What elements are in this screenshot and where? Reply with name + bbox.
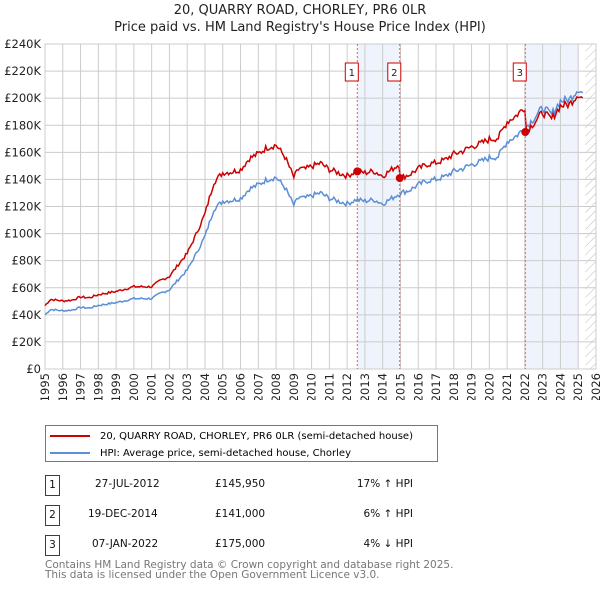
x-tick-label: 2019 — [465, 373, 479, 400]
sale-date: 07-JAN-2022 — [92, 538, 159, 550]
footer-line: Contains HM Land Registry data © Crown c… — [45, 559, 454, 571]
x-tick-label: 2013 — [358, 373, 372, 400]
sale-date: 27-JUL-2012 — [95, 478, 160, 490]
y-tick-label: £220K — [4, 64, 41, 78]
sale-number: 1 — [45, 475, 60, 496]
sale-price: £141,000 — [215, 508, 266, 520]
sale-label: 2 — [391, 68, 397, 79]
price-chart: £0 £20K £40K £60K £80K £100K £120K £140K £160K £1… — [4, 37, 600, 400]
sale-label-box — [512, 62, 527, 82]
y-tick-label: £240K — [4, 37, 41, 51]
x-tick-label: 1995 — [38, 373, 52, 400]
x-tick-label: 2016 — [411, 373, 425, 400]
y-tick-label: £180K — [4, 118, 41, 132]
legend-label: HPI: Average price, semi-detached house,… — [100, 447, 352, 459]
x-tick-label: 2005 — [216, 373, 230, 400]
y-tick-label: £140K — [4, 172, 41, 186]
x-tick-label: 2004 — [198, 373, 212, 400]
sale-number: 3 — [45, 535, 60, 556]
sale-label: 3 — [517, 68, 523, 79]
x-tick-label: 2000 — [127, 373, 141, 400]
x-tick-label: 2020 — [482, 373, 496, 400]
x-tick-label: 2006 — [234, 373, 248, 400]
y-tick-label: £40K — [12, 308, 42, 322]
x-tick-label: 2025 — [571, 373, 585, 400]
chart-title: 20, QUARRY ROAD, CHORLEY, PR6 0LR — [173, 3, 427, 18]
chart-subtitle: Price paid vs. HM Land Registry's House … — [114, 20, 486, 35]
hpi-line — [44, 90, 584, 316]
legend-item-hpi: HPI: Average price, semi-detached house,… — [46, 445, 351, 461]
x-tick-label: 2008 — [269, 373, 283, 400]
sale-number: 2 — [45, 505, 60, 526]
x-tick-label: 2024 — [553, 373, 567, 400]
sale-row: 2 19-DEC-2014 £141,000 6% ↑ HPI — [45, 505, 465, 526]
x-tick-label: 2003 — [180, 373, 194, 400]
sale-date: 19-DEC-2014 — [88, 508, 158, 520]
y-tick-label: £60K — [12, 281, 42, 295]
x-tick-label: 2023 — [536, 373, 550, 400]
x-tick-label: 2009 — [287, 373, 301, 400]
sale-row: 1 27-JUL-2012 £145,950 17% ↑ HPI — [45, 475, 465, 496]
sale-label-box — [344, 62, 359, 82]
sale-point — [353, 167, 362, 176]
sale-point — [521, 128, 530, 137]
x-tick-label: 1998 — [91, 373, 105, 400]
x-tick-label: 2026 — [589, 373, 600, 400]
y-tick-label: £160K — [4, 145, 41, 159]
x-tick-label: 2001 — [145, 373, 159, 400]
legend-swatch — [50, 435, 90, 437]
sale-hpi-diff: 6% ↑ HPI — [363, 508, 413, 520]
x-tick-label: 1997 — [74, 373, 88, 400]
footer: Contains HM Land Registry data © Crown c… — [45, 559, 454, 581]
plot-frame — [44, 43, 597, 370]
y-tick-label: £200K — [4, 91, 41, 105]
sale-hpi-diff: 17% ↑ HPI — [356, 478, 413, 490]
x-tick-label: 2021 — [500, 373, 514, 400]
sale-price: £175,000 — [215, 538, 266, 550]
y-tick-label: £120K — [4, 200, 41, 214]
x-tick-label: 2015 — [393, 373, 407, 400]
x-tick-label: 2012 — [340, 373, 354, 400]
legend-item-property: 20, QUARRY ROAD, CHORLEY, PR6 0LR (semi-… — [46, 428, 413, 444]
x-tick-label: 2007 — [251, 373, 265, 400]
x-tick-label: 2022 — [518, 373, 532, 400]
x-tick-label: 2017 — [429, 373, 443, 400]
legend: 20, QUARRY ROAD, CHORLEY, PR6 0LR (semi-… — [45, 425, 438, 462]
y-tick-label: £80K — [12, 254, 42, 268]
sale-label-box — [387, 62, 402, 82]
sale-row: 3 07-JAN-2022 £175,000 4% ↓ HPI — [45, 535, 465, 556]
sale-price: £145,950 — [215, 478, 266, 490]
x-tick-label: 1996 — [56, 373, 70, 400]
y-tick-label: £100K — [4, 227, 41, 241]
legend-label: 20, QUARRY ROAD, CHORLEY, PR6 0LR (semi-… — [100, 430, 413, 442]
y-tick-label: £20K — [12, 335, 42, 349]
x-tick-label: 2002 — [162, 373, 176, 400]
x-tick-label: 2010 — [305, 373, 319, 400]
sale-hpi-diff: 4% ↓ HPI — [363, 538, 413, 550]
x-tick-label: 2014 — [376, 373, 390, 400]
x-tick-label: 2011 — [322, 373, 336, 400]
sale-point — [395, 174, 404, 183]
sale-label: 1 — [349, 68, 355, 79]
legend-swatch — [50, 452, 90, 454]
y-tick-label: £0 — [26, 362, 41, 376]
property-line — [44, 95, 584, 307]
footer-line: This data is licensed under the Open Gov… — [45, 569, 380, 581]
x-tick-label: 2018 — [447, 373, 461, 400]
x-tick-label: 1999 — [109, 373, 123, 400]
